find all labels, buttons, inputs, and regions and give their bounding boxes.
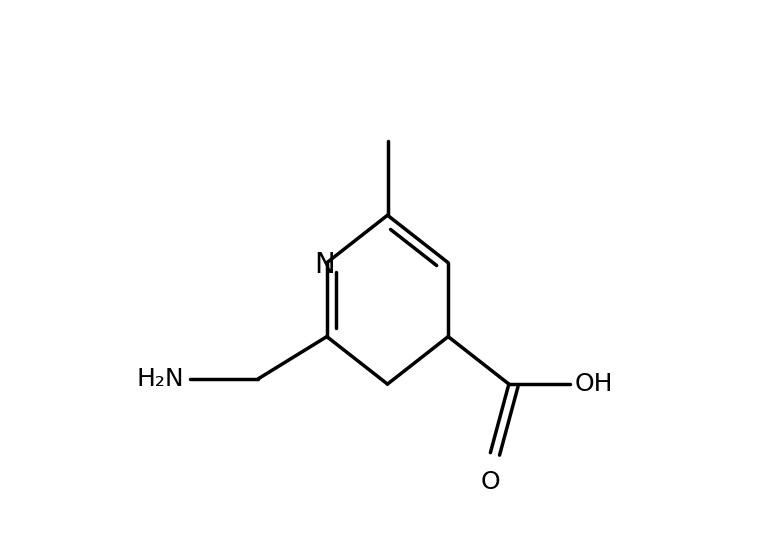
Text: H₂N: H₂N [136, 367, 184, 391]
Text: N: N [314, 251, 335, 279]
Text: OH: OH [575, 372, 613, 396]
Text: O: O [480, 470, 500, 494]
